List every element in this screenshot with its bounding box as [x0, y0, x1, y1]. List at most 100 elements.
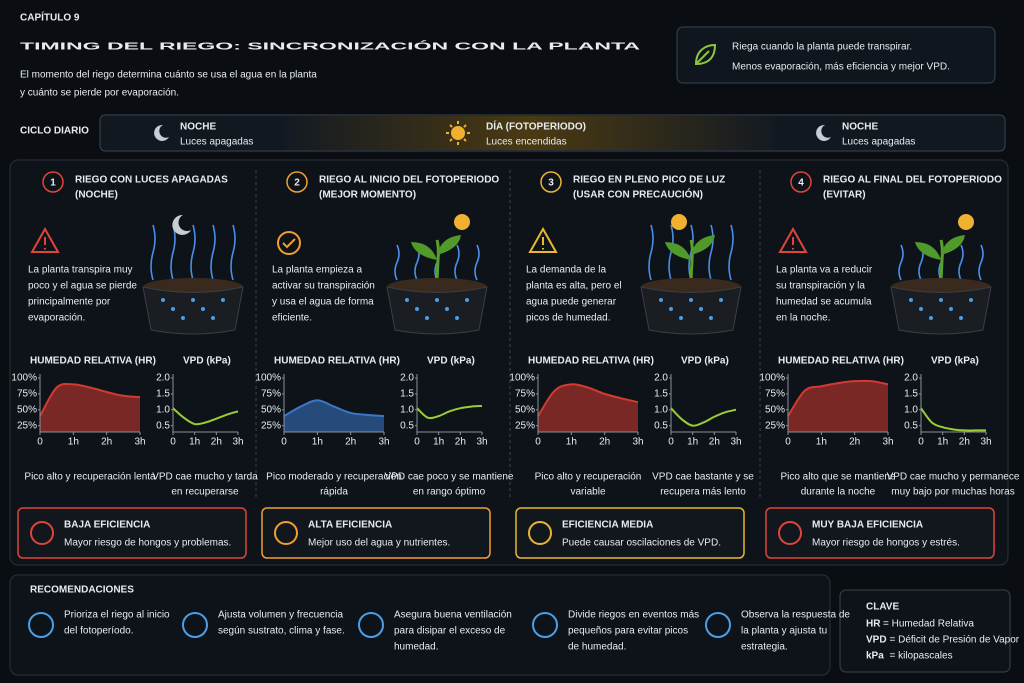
x-tick-label: 0: [37, 437, 43, 448]
rating-icon: [274, 521, 298, 545]
line: [283, 399, 385, 418]
line: [416, 404, 483, 420]
y-tick-label: 50%: [261, 404, 281, 415]
y-tick-label: 50%: [17, 404, 37, 415]
x-tick-label: 1h: [312, 437, 323, 448]
vapor-arrow: [708, 224, 714, 281]
rating-box: [765, 507, 995, 559]
axes: [670, 374, 736, 433]
scenario-title: RIEGO AL INICIO DEL FOTOPERIODO: [319, 175, 499, 186]
rec-text: según sustrato, clima y fase.: [218, 626, 345, 637]
dividers: [255, 170, 761, 500]
scenario-subtitle: (MEJOR MOMENTO): [319, 190, 416, 201]
chart-caption: muy bajo por muchas horas: [891, 487, 1014, 498]
description: La planta empieza a: [272, 265, 363, 276]
vapor-arrow: [230, 224, 236, 281]
x-tick-label: 2h: [849, 437, 860, 448]
chart-caption: en rango óptimo: [413, 487, 486, 498]
x-tick-label: 1h: [433, 437, 444, 448]
x-tick-label: 3h: [378, 437, 389, 448]
water-drop: [689, 298, 693, 302]
rating-text: Puede causar oscilaciones de VPD.: [562, 538, 721, 549]
description: activar su transpiración: [272, 281, 375, 292]
water-drop: [191, 298, 195, 302]
water-drop: [709, 316, 713, 320]
page-title: TIMING DEL RIEGO: SINCRONIZACIÓN CON LA …: [20, 40, 640, 53]
subtitle: y cuánto se pierde por evaporación.: [20, 88, 179, 99]
cycle-subtitle: Luces encendidas: [486, 137, 567, 148]
description: poco y el agua se pierde: [28, 281, 137, 292]
check-icon: [277, 231, 301, 255]
axes: [283, 374, 384, 433]
x-tick-label: 0: [414, 437, 420, 448]
y-tick-label: 2.0: [156, 373, 170, 384]
chart-title: VPD (kPa): [183, 356, 231, 367]
vapor-arrow: [898, 244, 904, 281]
chart-caption: VPD cae poco y se mantiene: [385, 472, 514, 483]
scenario-number: 4: [798, 178, 804, 189]
tip-text: Menos evaporación, más eficiencia y mejo…: [732, 62, 950, 73]
pot: [640, 286, 742, 335]
description: eficiente.: [272, 313, 312, 324]
rating-title: EFICIENCIA MEDIA: [562, 520, 653, 531]
axes: [39, 374, 140, 433]
x-tick-label: 0: [785, 437, 791, 448]
y-tick-label: 2.0: [904, 373, 918, 384]
rec-text: Observa la respuesta de: [741, 610, 850, 621]
pot: [142, 286, 244, 335]
x-tick-label: 3h: [134, 437, 145, 448]
rating-title: BAJA EFICIENCIA: [64, 520, 150, 531]
rating-box: [261, 507, 491, 559]
y-tick-label: 0.5: [400, 420, 414, 431]
rec-icon: [358, 612, 384, 638]
number-badge: [286, 171, 308, 193]
y-tick-label: 0.5: [904, 420, 918, 431]
vapor-arrow: [190, 224, 196, 281]
y-tick-label: 25%: [515, 420, 535, 431]
water-drop: [435, 298, 439, 302]
x-tick-label: 1h: [687, 437, 698, 448]
chart-caption: Pico alto que se mantiene: [780, 472, 896, 483]
water-drop: [929, 316, 933, 320]
leaf-icon: [694, 43, 717, 66]
chart-caption: recupera más lento: [660, 487, 746, 498]
water-drop: [221, 298, 225, 302]
x-tick-label: 3h: [882, 437, 893, 448]
x-tick-label: 3h: [730, 437, 741, 448]
plant-leaf: [411, 235, 461, 260]
y-tick-label: 25%: [17, 420, 37, 431]
chart-title: HUMEDAD RELATIVA (HR): [778, 356, 904, 367]
y-tick-label: 75%: [261, 389, 281, 400]
vapor-arrow: [648, 224, 654, 281]
y-tick-label: 1.5: [654, 389, 668, 400]
rating-box: [17, 507, 247, 559]
pot: [890, 286, 992, 335]
y-tick-label: 1.5: [904, 389, 918, 400]
x-tick-label: 1h: [68, 437, 79, 448]
x-tick-label: 3h: [232, 437, 243, 448]
y-tick-label: 75%: [765, 389, 785, 400]
water-drop: [405, 298, 409, 302]
rec-text: humedad.: [394, 642, 438, 653]
key-title: CLAVE: [866, 602, 899, 613]
rating-title: ALTA EFICIENCIA: [308, 520, 392, 531]
water-drop: [425, 316, 429, 320]
water-drop: [465, 298, 469, 302]
tip-text: Riega cuando la planta puede transpirar.: [732, 42, 912, 53]
water-drop: [919, 307, 923, 311]
x-tick-label: 1h: [816, 437, 827, 448]
recommendations-title: RECOMENDACIONES: [30, 585, 134, 596]
chart-caption: Pico alto y recuperación lenta: [24, 472, 156, 483]
axes: [416, 374, 482, 433]
line: [920, 407, 986, 432]
y-tick-label: 100%: [509, 373, 535, 384]
sun-icon: [671, 214, 687, 230]
number-badge: [790, 171, 812, 193]
rec-text: de humedad.: [568, 642, 626, 653]
rec-text: para disipar el exceso de: [394, 626, 506, 637]
chart-caption: variable: [570, 487, 605, 498]
x-tick-label: 3h: [632, 437, 643, 448]
rec-text: pequeños para evitar picos: [568, 626, 688, 637]
area: [40, 383, 140, 432]
scenario-subtitle: (EVITAR): [823, 190, 866, 201]
